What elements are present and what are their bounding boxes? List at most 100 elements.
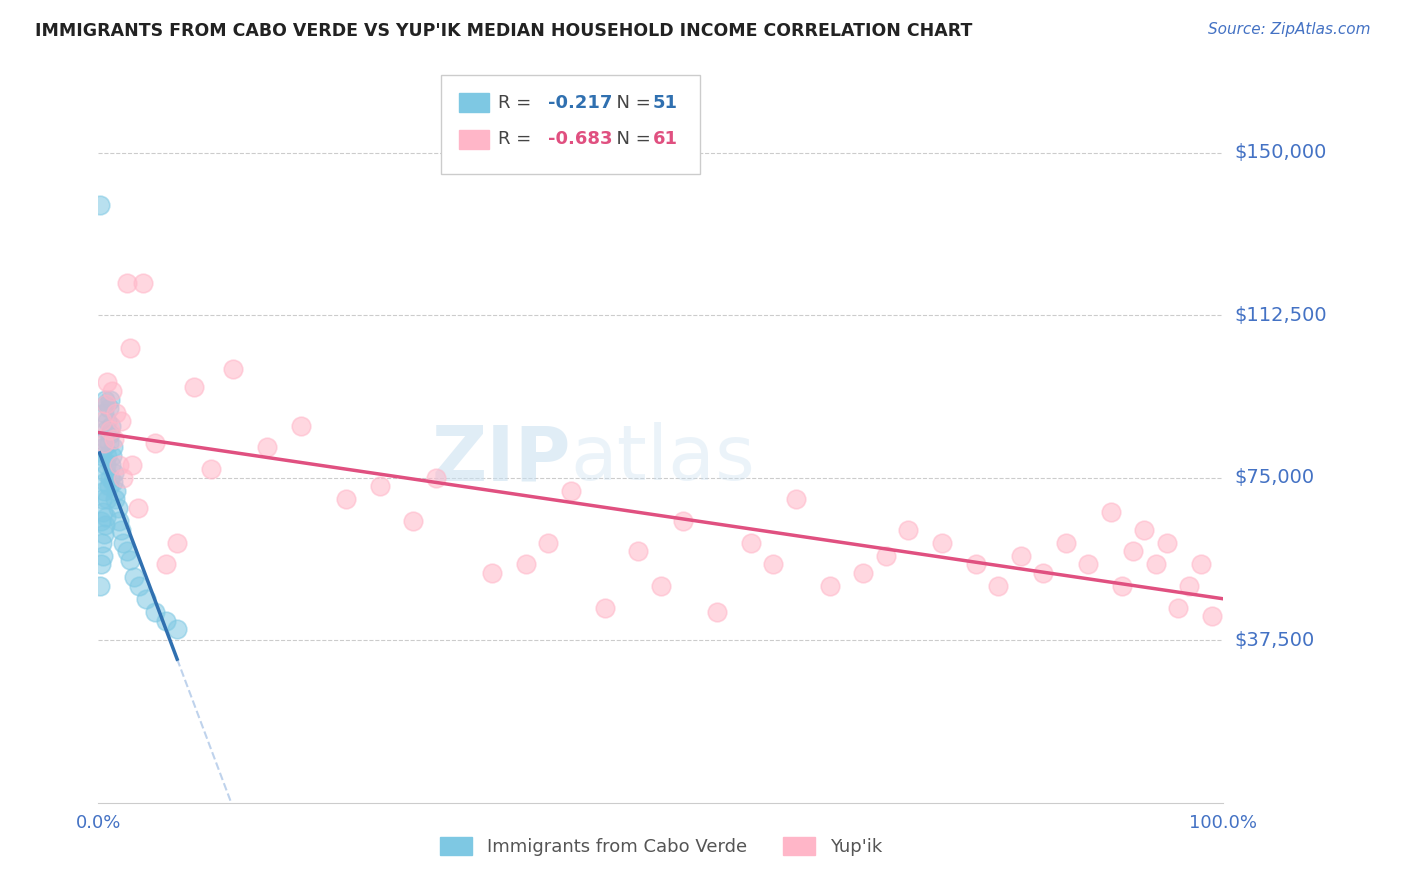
Point bbox=[593, 600, 616, 615]
Text: R =: R = bbox=[498, 130, 537, 148]
Point bbox=[93, 406, 115, 420]
Point bbox=[200, 462, 222, 476]
Point bbox=[481, 566, 503, 580]
Point bbox=[706, 605, 728, 619]
Text: 61: 61 bbox=[652, 130, 678, 148]
Y-axis label: Median Household Income: Median Household Income bbox=[0, 327, 8, 547]
Point bbox=[94, 432, 117, 446]
Point bbox=[118, 553, 141, 567]
Point bbox=[1178, 579, 1201, 593]
Point bbox=[290, 418, 312, 433]
Point bbox=[132, 276, 155, 290]
Point bbox=[96, 414, 118, 428]
Point bbox=[94, 392, 117, 407]
Text: 51: 51 bbox=[652, 94, 678, 112]
Text: IMMIGRANTS FROM CABO VERDE VS YUP'IK MEDIAN HOUSEHOLD INCOME CORRELATION CHART: IMMIGRANTS FROM CABO VERDE VS YUP'IK MED… bbox=[35, 22, 973, 40]
Point bbox=[100, 418, 122, 433]
Point bbox=[368, 479, 391, 493]
Point bbox=[128, 579, 150, 593]
Point bbox=[1010, 549, 1032, 563]
Point bbox=[103, 467, 125, 481]
Point bbox=[90, 514, 112, 528]
Text: $75,000: $75,000 bbox=[1234, 468, 1315, 487]
Point bbox=[91, 549, 114, 563]
FancyBboxPatch shape bbox=[441, 75, 700, 174]
Point bbox=[121, 458, 143, 472]
Text: ZIP: ZIP bbox=[432, 422, 571, 496]
Point bbox=[818, 579, 841, 593]
Point bbox=[97, 401, 120, 416]
Point bbox=[96, 458, 118, 472]
Point bbox=[931, 535, 953, 549]
Point bbox=[335, 492, 357, 507]
Text: -0.217: -0.217 bbox=[548, 94, 613, 112]
Point bbox=[110, 523, 132, 537]
Point bbox=[90, 492, 112, 507]
Point bbox=[1144, 558, 1167, 572]
Point bbox=[96, 376, 118, 390]
Point bbox=[1111, 579, 1133, 593]
Point bbox=[785, 492, 807, 507]
Point bbox=[987, 579, 1010, 593]
Legend: Immigrants from Cabo Verde, Yup'ik: Immigrants from Cabo Verde, Yup'ik bbox=[433, 830, 889, 863]
Point bbox=[1156, 535, 1178, 549]
Point bbox=[94, 518, 117, 533]
Point bbox=[98, 423, 121, 437]
Text: atlas: atlas bbox=[571, 422, 755, 496]
Point bbox=[97, 436, 120, 450]
Point bbox=[875, 549, 897, 563]
Point bbox=[107, 514, 129, 528]
Point bbox=[105, 406, 128, 420]
Point bbox=[1133, 523, 1156, 537]
Text: $37,500: $37,500 bbox=[1234, 631, 1315, 649]
Point bbox=[897, 523, 920, 537]
Point bbox=[101, 475, 124, 489]
Point bbox=[98, 392, 121, 407]
Point bbox=[183, 380, 205, 394]
Point bbox=[115, 544, 138, 558]
Text: R =: R = bbox=[498, 94, 537, 112]
Point bbox=[115, 276, 138, 290]
Point bbox=[127, 501, 149, 516]
Point bbox=[762, 558, 785, 572]
Point bbox=[97, 479, 120, 493]
Point bbox=[1077, 558, 1099, 572]
Text: $150,000: $150,000 bbox=[1234, 143, 1327, 162]
Point bbox=[1054, 535, 1077, 549]
Point bbox=[965, 558, 987, 572]
Point bbox=[90, 449, 112, 463]
Point bbox=[96, 449, 118, 463]
Point bbox=[93, 483, 115, 498]
Point bbox=[93, 441, 115, 455]
Point bbox=[104, 492, 127, 507]
Point bbox=[101, 441, 124, 455]
Point bbox=[1189, 558, 1212, 572]
Point bbox=[90, 535, 112, 549]
Point bbox=[166, 535, 188, 549]
Point bbox=[96, 467, 118, 481]
Point bbox=[402, 514, 425, 528]
Point bbox=[256, 441, 278, 455]
Point bbox=[96, 397, 118, 411]
Point bbox=[537, 535, 560, 549]
Point bbox=[107, 501, 129, 516]
Point bbox=[650, 579, 672, 593]
Point bbox=[98, 427, 121, 442]
Point bbox=[107, 458, 129, 472]
Text: N =: N = bbox=[605, 130, 657, 148]
Point bbox=[101, 449, 124, 463]
Point bbox=[135, 592, 157, 607]
Point bbox=[112, 471, 135, 485]
Point bbox=[89, 197, 111, 211]
Point bbox=[852, 566, 875, 580]
FancyBboxPatch shape bbox=[460, 94, 489, 112]
Point bbox=[98, 471, 121, 485]
Point bbox=[627, 544, 650, 558]
Point bbox=[155, 558, 177, 572]
Point bbox=[90, 558, 112, 572]
Point bbox=[166, 623, 188, 637]
Point bbox=[124, 570, 146, 584]
Point bbox=[96, 509, 118, 524]
Point bbox=[425, 471, 447, 485]
Point bbox=[101, 384, 124, 398]
